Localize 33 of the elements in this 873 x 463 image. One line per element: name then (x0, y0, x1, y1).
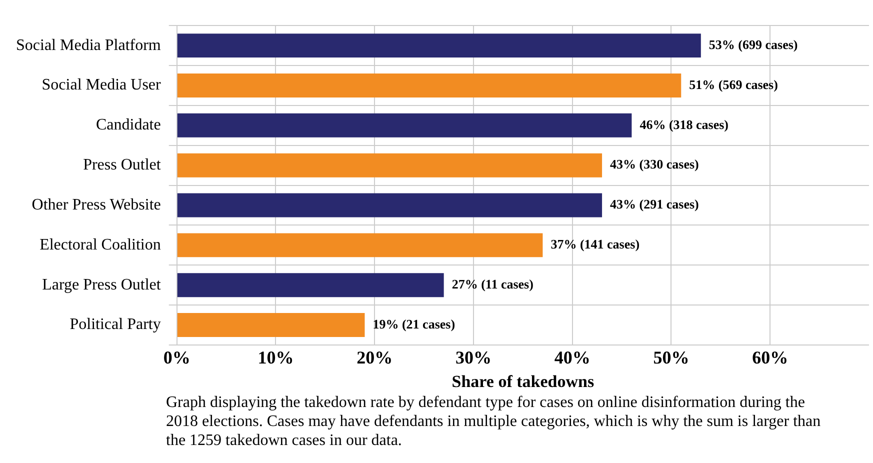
x-tick-label: 10% (258, 347, 294, 368)
bar (177, 74, 682, 98)
data-label: 27% (11 cases) (452, 276, 534, 292)
y-tick-label: Other Press Website (32, 196, 161, 214)
y-tick-label: Press Outlet (83, 156, 162, 174)
bar (177, 313, 365, 338)
bar (177, 153, 602, 178)
y-tick-label: Social Media User (42, 76, 162, 94)
x-tick-label: 40% (554, 347, 590, 368)
data-label: 43% (291 cases) (610, 196, 699, 212)
x-tick-label: 30% (455, 347, 492, 368)
x-tick-label: 20% (356, 347, 393, 368)
y-tick-label: Candidate (96, 116, 161, 134)
data-label: 46% (318 cases) (640, 116, 729, 132)
x-tick-label: 0% (163, 347, 190, 368)
data-label: 53% (699 cases) (708, 36, 798, 52)
y-tick-label: Large Press Outlet (42, 276, 162, 294)
y-tick-label: Electoral Coalition (40, 236, 161, 254)
bar (177, 193, 602, 218)
data-label: 51% (569 cases) (689, 76, 778, 92)
bar (177, 273, 444, 298)
data-label: 43% (330 cases) (610, 156, 699, 172)
data-label: 37% (141 cases) (550, 236, 640, 252)
data-label: 19% (21 cases) (372, 316, 456, 332)
bar (177, 113, 632, 138)
y-tick-label: Social Media Platform (16, 36, 162, 54)
y-tick-label: Political Party (70, 316, 161, 334)
x-axis-title: Share of takedowns (452, 372, 594, 392)
x-tick-label: 60% (752, 347, 788, 368)
bar (177, 34, 701, 58)
x-tick-label: 50% (653, 347, 690, 368)
text: Graph displaying the takedown rate by defendant type for cases on online disinformation during the 2018 elections. Cases may have defendants in multiple categories, which is why the sum is larger than the 1259 takedown cases in our data. (165, 393, 822, 450)
bar (177, 233, 543, 258)
